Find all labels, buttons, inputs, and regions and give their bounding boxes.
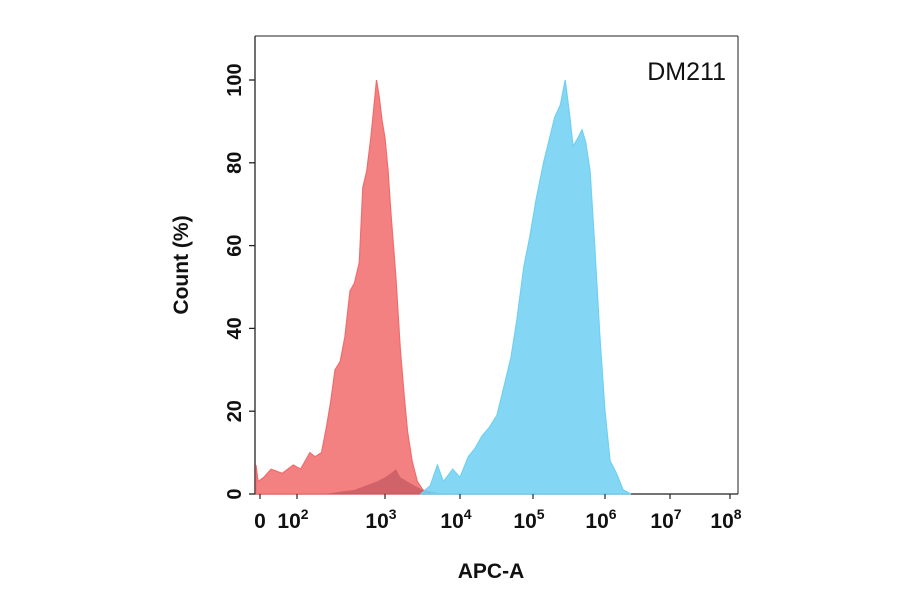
y-axis-title: Count (%) — [170, 215, 193, 314]
histogram-series-2 — [327, 469, 444, 494]
x-tick-label: 108 — [710, 506, 741, 533]
y-tick-label: 60 — [224, 234, 246, 256]
y-tick-label: 80 — [224, 152, 246, 174]
histogram-series-1 — [255, 79, 431, 495]
sample-label: DM211 — [647, 58, 726, 86]
x-tick-label: 105 — [513, 506, 544, 533]
x-tick-label: 104 — [440, 506, 471, 533]
x-tick-label: 107 — [650, 506, 681, 533]
x-tick-label: 103 — [365, 506, 396, 533]
y-tick-label: 20 — [224, 400, 246, 422]
histogram-series-3 — [419, 79, 632, 495]
x-tick-label: 106 — [585, 506, 616, 533]
y-tick-label: 40 — [224, 317, 246, 339]
x-tick-label: 0 — [254, 510, 266, 533]
x-axis-title: APC-A — [458, 560, 525, 583]
series-layer — [255, 79, 632, 495]
y-tick-label: 100 — [224, 63, 246, 96]
x-tick-layer: 0 102 103 104 105 106 107 108 — [254, 494, 742, 533]
x-tick-label: 102 — [277, 506, 308, 533]
y-tick-label: 0 — [224, 488, 246, 499]
y-tick-layer: 0 20 40 60 80 100 — [224, 63, 255, 500]
